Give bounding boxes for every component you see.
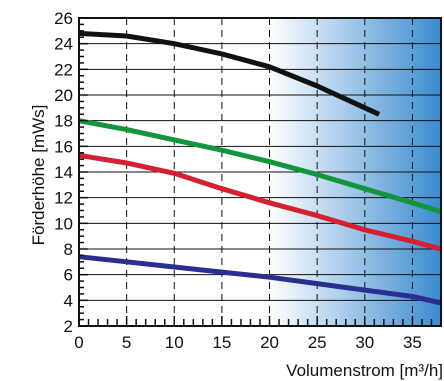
y-tick-label: 8 bbox=[64, 240, 73, 259]
series-line-1 bbox=[78, 30, 381, 117]
x-tick-label: 25 bbox=[308, 333, 327, 352]
y-tick-label: 26 bbox=[54, 9, 73, 28]
y-tick-label: 4 bbox=[64, 291, 73, 310]
series-line-3 bbox=[78, 152, 442, 252]
y-tick-label: 24 bbox=[54, 35, 73, 54]
x-tick-label: 0 bbox=[74, 333, 83, 352]
y-axis-label: Förderhöhe [mWs] bbox=[29, 105, 48, 246]
x-tick-label: 5 bbox=[122, 333, 131, 352]
y-tick-label: 16 bbox=[54, 137, 73, 156]
y-tick-label: 14 bbox=[54, 163, 73, 182]
x-tick-label: 35 bbox=[403, 333, 422, 352]
y-tick-label: 12 bbox=[54, 189, 73, 208]
y-tick-label: 10 bbox=[54, 214, 73, 233]
x-tick-label: 10 bbox=[165, 333, 184, 352]
series-line-2 bbox=[78, 118, 442, 215]
x-tick-label: 15 bbox=[212, 333, 231, 352]
y-tick-label: 6 bbox=[64, 266, 73, 285]
y-tick-label: 22 bbox=[54, 60, 73, 79]
x-tick-label: 20 bbox=[260, 333, 279, 352]
series-line-4 bbox=[78, 254, 442, 306]
x-axis-label: Volumenstrom [m³/h] bbox=[286, 361, 443, 380]
y-tick-label: 18 bbox=[54, 112, 73, 131]
y-tick-label: 2 bbox=[64, 317, 73, 336]
x-tick-label: 30 bbox=[355, 333, 374, 352]
y-tick-label: 20 bbox=[54, 86, 73, 105]
